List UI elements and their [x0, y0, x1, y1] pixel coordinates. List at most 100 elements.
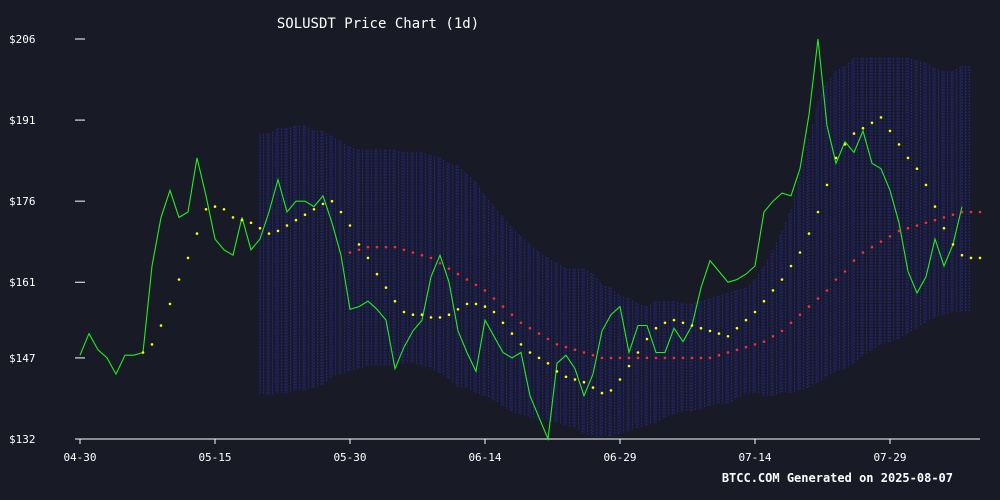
- average-point: [672, 318, 676, 322]
- average-point: [762, 299, 766, 303]
- x-tick-label: 04-30: [63, 451, 96, 464]
- average-point: [438, 316, 442, 319]
- average-point: [510, 313, 514, 317]
- average-point: [852, 132, 856, 135]
- average-point: [474, 302, 478, 306]
- average-point: [861, 126, 865, 130]
- average-point: [969, 256, 973, 260]
- average-point: [627, 364, 631, 368]
- average-point: [357, 243, 361, 246]
- average-point: [339, 210, 343, 214]
- average-point: [627, 356, 631, 360]
- average-point: [465, 302, 469, 306]
- average-point: [960, 253, 964, 257]
- average-point: [654, 326, 658, 330]
- average-point: [780, 278, 784, 281]
- average-point: [330, 199, 334, 203]
- average-point: [762, 340, 766, 344]
- average-point: [312, 208, 316, 211]
- average-point: [861, 251, 865, 254]
- average-point: [798, 251, 802, 254]
- average-point: [519, 321, 523, 325]
- average-point: [384, 286, 388, 289]
- average-point: [528, 326, 532, 330]
- price-line: [79, 38, 963, 442]
- average-point: [717, 353, 721, 357]
- average-point: [708, 329, 712, 333]
- average-point: [933, 218, 937, 222]
- average-point: [744, 345, 748, 349]
- average-point: [726, 335, 730, 338]
- average-point: [618, 378, 622, 381]
- average-point: [636, 356, 640, 360]
- average-point: [447, 313, 451, 317]
- average-point: [816, 297, 820, 300]
- average-point: [699, 356, 703, 360]
- average-point: [771, 335, 775, 338]
- average-point: [978, 210, 982, 214]
- average-point: [753, 343, 757, 346]
- average-point: [348, 251, 352, 254]
- average-point: [789, 321, 793, 325]
- average-point: [924, 183, 928, 187]
- average-point: [465, 278, 469, 281]
- y-tick-label: $132: [9, 433, 36, 446]
- average-point: [150, 343, 154, 346]
- average-point: [726, 351, 730, 354]
- average-point: [258, 226, 262, 230]
- average-point: [528, 351, 532, 354]
- average-point: [843, 143, 847, 146]
- average-point: [204, 208, 208, 211]
- average-point: [807, 305, 811, 308]
- average-point: [366, 245, 370, 249]
- average-point: [375, 245, 379, 249]
- average-point: [510, 332, 514, 335]
- average-point: [285, 224, 289, 227]
- average-point: [303, 213, 307, 216]
- x-tick-label: 06-14: [468, 451, 501, 464]
- series: [79, 38, 982, 442]
- average-point: [483, 305, 487, 308]
- x-tick-label: 06-29: [603, 451, 636, 464]
- average-point: [195, 232, 199, 235]
- average-point: [951, 213, 955, 216]
- average-point: [771, 289, 775, 292]
- average-point: [222, 208, 226, 211]
- average-point: [618, 356, 622, 360]
- average-point: [897, 143, 901, 146]
- average-point: [276, 229, 280, 233]
- average-point: [870, 121, 874, 125]
- average-point: [213, 205, 217, 208]
- average-point: [825, 183, 829, 187]
- average-point: [492, 310, 496, 314]
- average-point: [897, 229, 901, 233]
- average-point: [906, 156, 910, 160]
- average-point: [294, 218, 298, 222]
- y-tick-label: $191: [9, 114, 36, 127]
- average-point: [186, 256, 190, 260]
- average-point: [591, 353, 595, 357]
- average-point: [708, 356, 712, 360]
- average-point: [573, 378, 577, 381]
- y-tick-label: $206: [9, 33, 36, 46]
- average-point: [744, 318, 748, 322]
- average-point: [852, 259, 856, 262]
- average-point: [663, 356, 667, 360]
- average-point: [141, 351, 145, 354]
- average-point: [888, 129, 892, 133]
- average-point: [393, 299, 397, 303]
- average-point: [645, 356, 649, 360]
- average-point: [609, 389, 613, 392]
- average-point: [879, 116, 883, 119]
- average-point: [960, 210, 964, 214]
- average-point: [420, 313, 424, 317]
- average-point: [753, 310, 757, 314]
- x-tick-label: 07-14: [738, 451, 771, 464]
- average-point: [231, 216, 235, 219]
- average-point: [375, 272, 379, 276]
- average-point: [834, 278, 838, 281]
- average-point: [429, 316, 433, 319]
- average-point: [681, 356, 685, 360]
- average-point: [690, 356, 694, 360]
